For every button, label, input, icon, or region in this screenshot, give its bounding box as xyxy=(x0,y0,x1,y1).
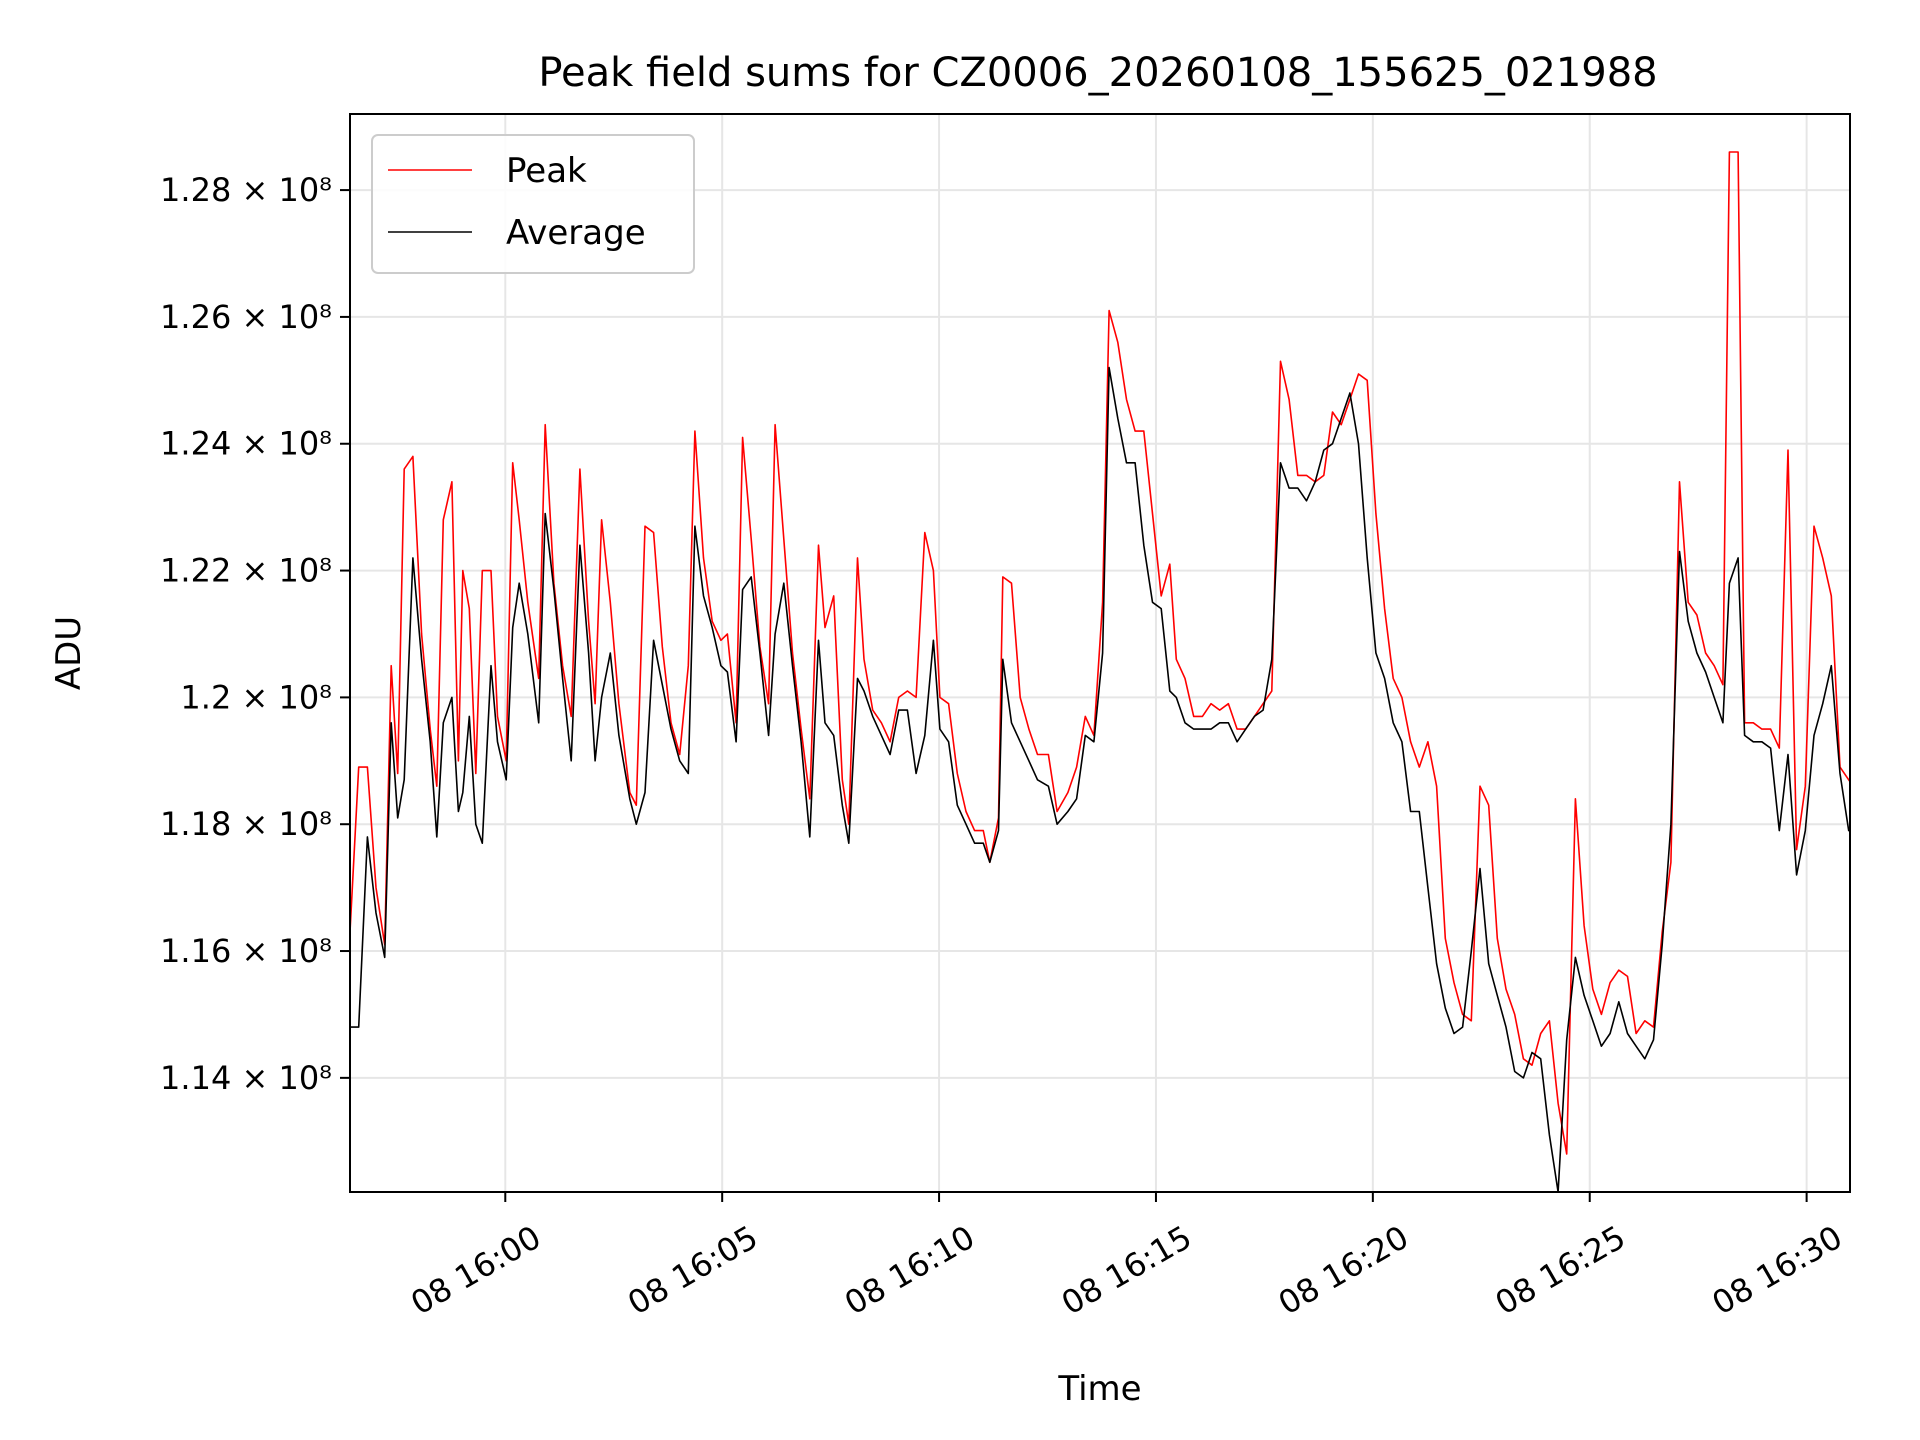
legend: Peak Average xyxy=(371,134,695,274)
y-tick-label: 1.16 × 10⁸ xyxy=(160,932,332,970)
y-tick-label: 1.28 × 10⁸ xyxy=(160,171,332,209)
x-axis-label: Time xyxy=(1057,1369,1141,1409)
y-axis: 1.14 × 10⁸ 1.16 × 10⁸ 1.18 × 10⁸ 1.2 × 10⁸ 1… xyxy=(160,171,350,1097)
chart-title: Peak field sums for CZ0006_20260108_1556… xyxy=(538,50,1657,96)
y-tick-label: 1.14 × 10⁸ xyxy=(160,1059,332,1097)
legend-peak-label: Peak xyxy=(506,151,587,191)
legend-average-label: Average xyxy=(506,213,646,253)
series-layer xyxy=(350,151,1850,1192)
plot-frame xyxy=(349,113,1851,1193)
y-tick-label: 1.18 × 10⁸ xyxy=(160,805,332,843)
grid xyxy=(350,114,1850,1192)
y-tick-label: 1.24 × 10⁸ xyxy=(160,425,332,463)
y-tick-label: 1.22 × 10⁸ xyxy=(160,552,332,590)
y-axis-label: ADU xyxy=(49,616,89,690)
series-line-average xyxy=(350,366,1850,1192)
y-tick-label: 1.2 × 10⁸ xyxy=(180,678,332,716)
y-tick-label: 1.26 × 10⁸ xyxy=(160,298,332,336)
series-line-peak xyxy=(350,151,1850,1155)
